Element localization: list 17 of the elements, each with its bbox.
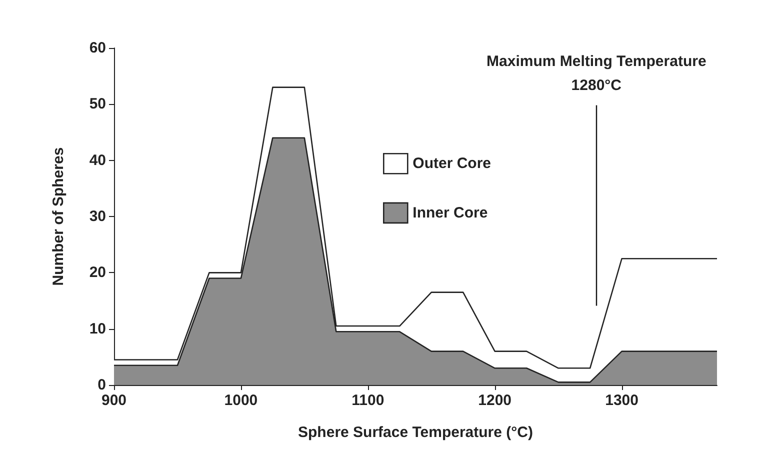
y-axis-title: Number of Spheres bbox=[50, 147, 67, 286]
x-tick-label: 900 bbox=[101, 392, 127, 409]
y-tick-label: 0 bbox=[98, 376, 106, 394]
y-tick-label: 50 bbox=[89, 96, 106, 113]
x-tick-label: 1000 bbox=[224, 392, 258, 409]
y-tick-label: 30 bbox=[89, 208, 106, 225]
x-tick-label: 1100 bbox=[352, 392, 384, 409]
y-tick-label: 40 bbox=[89, 152, 106, 169]
y-tick-label: 60 bbox=[89, 40, 106, 56]
x-tick-label: 1300 bbox=[605, 392, 638, 409]
ref-line-label: Maximum Melting Temperature 1280°C bbox=[486, 52, 706, 94]
x-axis-title: Sphere Surface Temperature (°C) bbox=[298, 424, 533, 441]
y-tick-label: 10 bbox=[89, 320, 106, 338]
y-tick-label: 20 bbox=[89, 264, 106, 282]
x-tick-label: 1200 bbox=[478, 392, 512, 409]
legend-label: Outer Core bbox=[412, 155, 492, 172]
legend-label: Inner Core bbox=[412, 204, 488, 222]
